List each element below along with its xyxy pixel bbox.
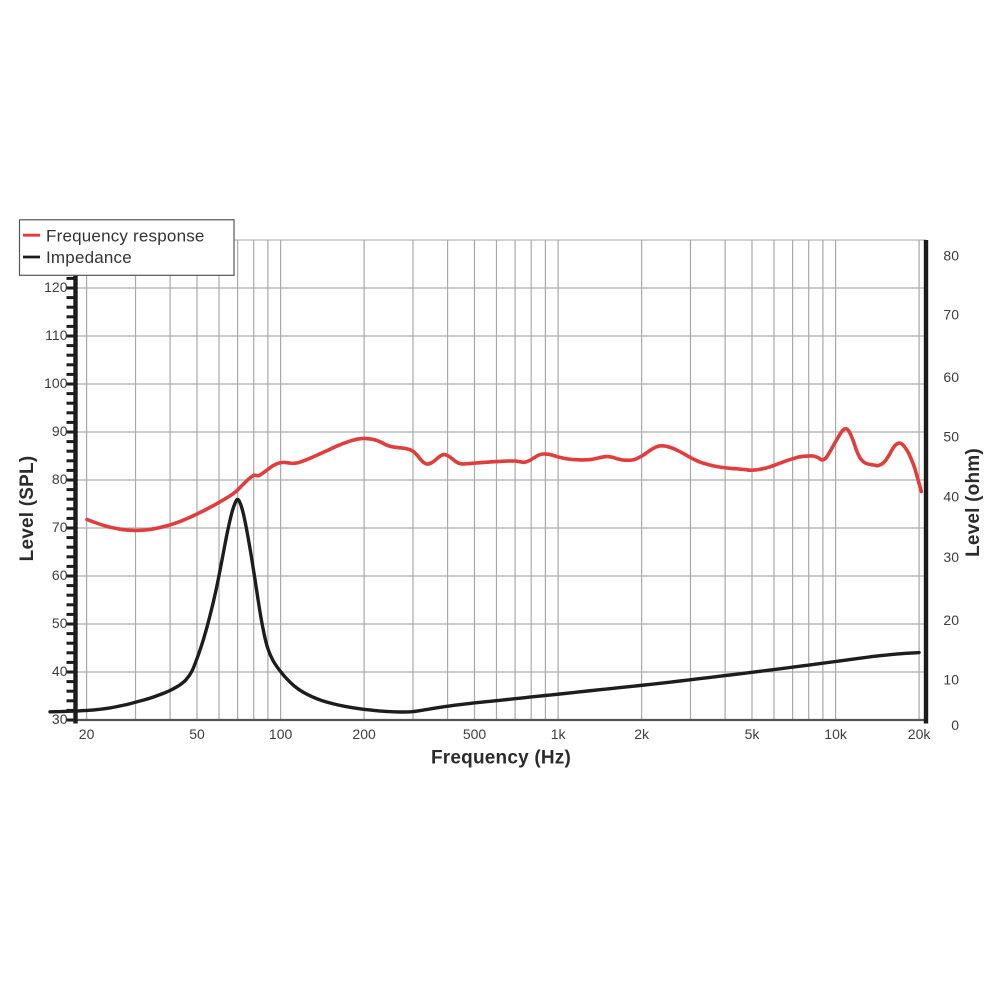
svg-text:70: 70	[52, 519, 68, 535]
svg-text:Frequency (Hz): Frequency (Hz)	[431, 748, 571, 769]
svg-text:80: 80	[52, 471, 68, 487]
svg-text:100: 100	[269, 726, 293, 742]
svg-text:90: 90	[52, 423, 68, 439]
svg-text:60: 60	[943, 369, 959, 385]
svg-text:50: 50	[52, 615, 68, 631]
svg-text:30: 30	[943, 549, 959, 565]
svg-text:110: 110	[45, 327, 68, 343]
svg-text:40: 40	[943, 489, 959, 505]
svg-text:100: 100	[44, 375, 68, 391]
svg-text:500: 500	[463, 726, 487, 742]
svg-text:Impedance: Impedance	[46, 248, 132, 267]
svg-text:30: 30	[52, 711, 68, 727]
svg-text:Frequency response: Frequency response	[46, 226, 205, 245]
svg-text:120: 120	[44, 279, 68, 295]
svg-text:Level (SPL): Level (SPL)	[17, 456, 38, 562]
svg-text:60: 60	[52, 567, 68, 583]
svg-text:1k: 1k	[551, 726, 567, 742]
svg-text:2k: 2k	[634, 726, 650, 742]
svg-text:10: 10	[943, 672, 959, 688]
svg-text:40: 40	[52, 663, 68, 679]
svg-text:20: 20	[943, 612, 959, 628]
svg-text:20: 20	[79, 726, 95, 742]
svg-text:10k: 10k	[824, 726, 848, 742]
svg-text:50: 50	[943, 429, 959, 445]
svg-text:0: 0	[951, 717, 959, 733]
svg-text:70: 70	[943, 307, 959, 323]
svg-text:200: 200	[352, 726, 376, 742]
svg-text:50: 50	[189, 726, 205, 742]
svg-text:5k: 5k	[745, 726, 761, 742]
svg-text:Level (ohm): Level (ohm)	[963, 448, 984, 557]
svg-text:20k: 20k	[908, 726, 932, 742]
svg-text:80: 80	[943, 248, 959, 264]
